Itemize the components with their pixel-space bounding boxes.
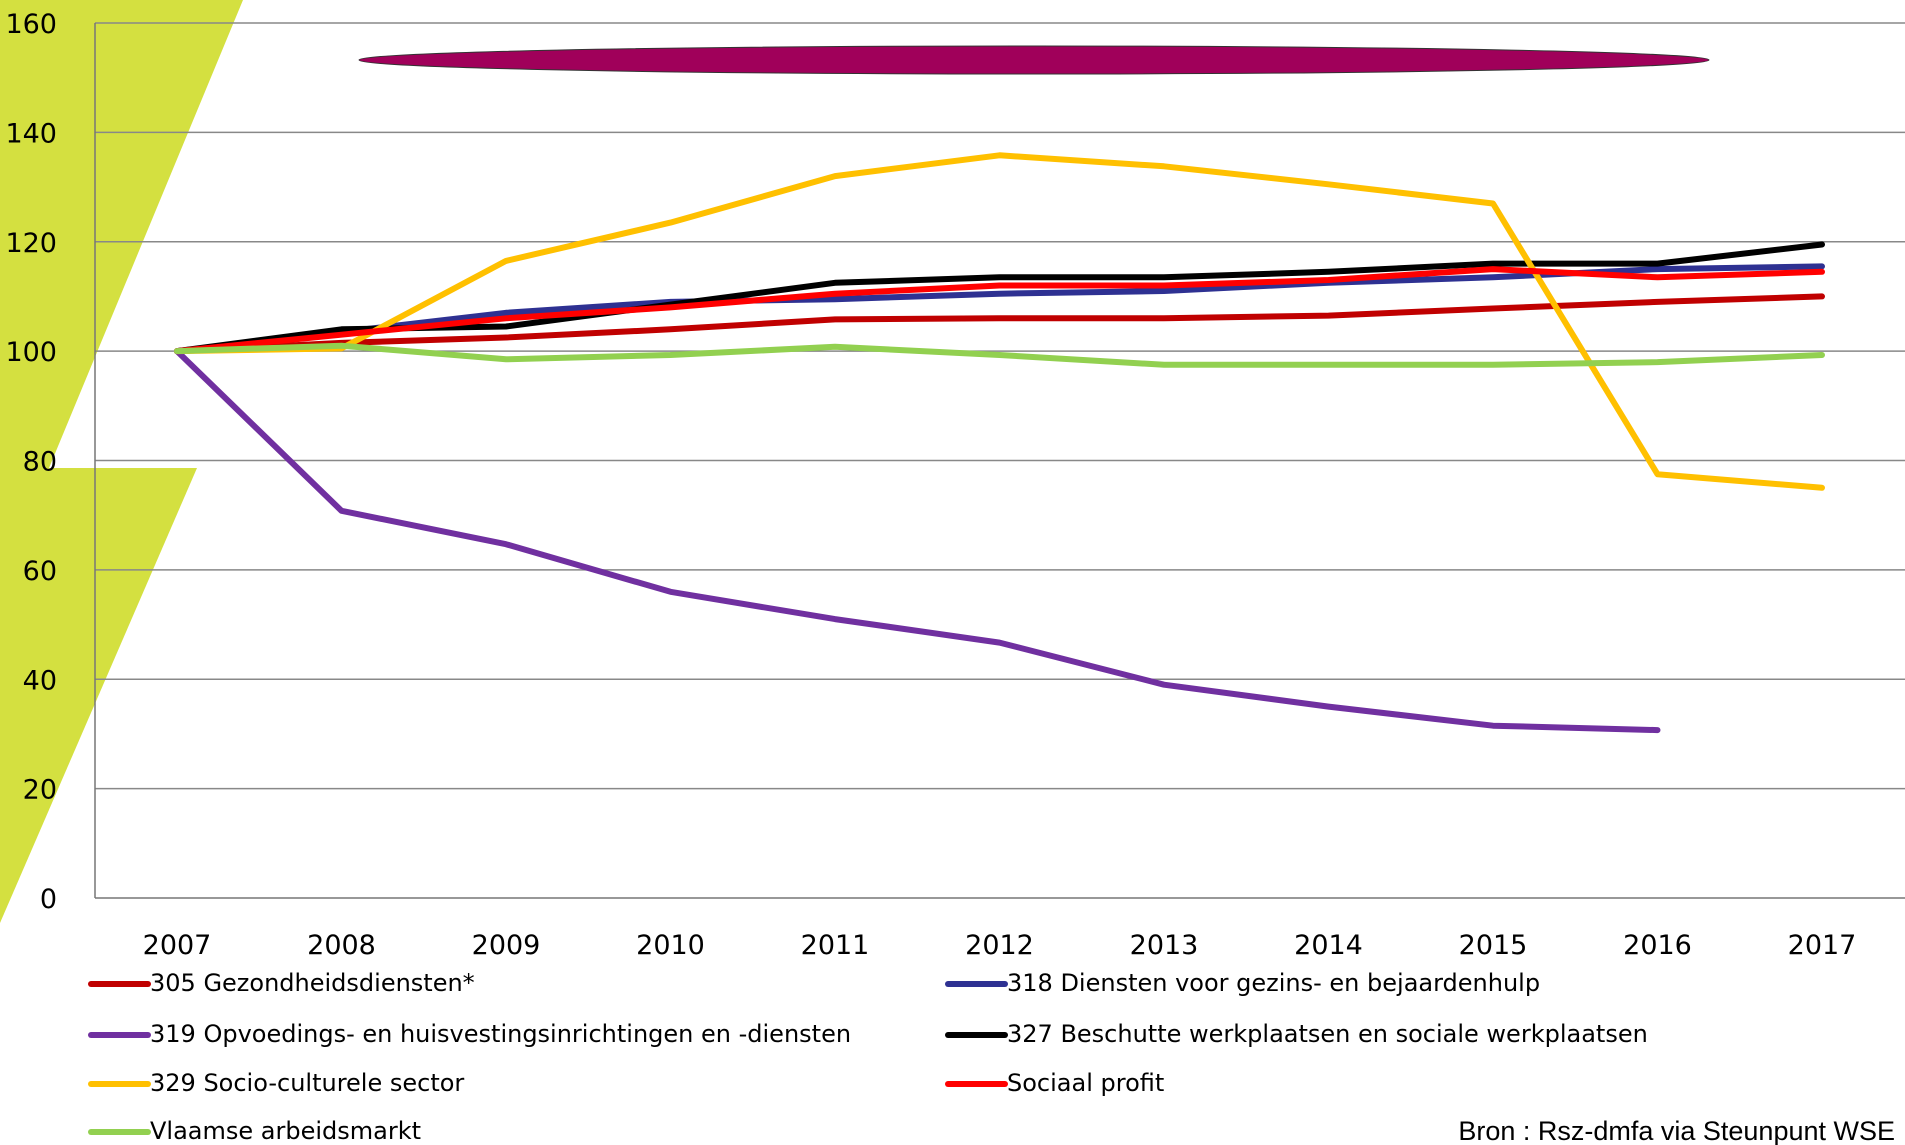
legend-label: Vlaamse arbeidsmarkt — [150, 1117, 421, 1145]
y-tick-label: 80 — [23, 447, 57, 478]
y-tick-label: 40 — [23, 665, 57, 696]
series-line — [177, 346, 1822, 365]
chart: 0 20 40 60 80 100 120 140 160 2007 2008 2009 2010 201… — [0, 0, 1905, 1145]
y-tick-label: 160 — [5, 9, 57, 40]
x-tick-label: 2007 — [143, 930, 212, 961]
legend-label: 327 Beschutte werkplaatsen en sociale we… — [1007, 1020, 1648, 1048]
y-tick-label: 0 — [40, 884, 57, 915]
x-tick-label: 2015 — [1459, 930, 1528, 961]
decoration — [359, 46, 1709, 74]
legend-label: Sociaal profit — [1007, 1069, 1164, 1097]
legend-label: 318 Diensten voor gezins- en bejaardenhu… — [1007, 969, 1540, 997]
x-tick-label: 2012 — [965, 930, 1034, 961]
x-tick-label: 2014 — [1294, 930, 1363, 961]
legend-label: 329 Socio-culturele sector — [150, 1069, 464, 1097]
y-tick-label: 120 — [5, 228, 57, 259]
source: Bron : Rsz-dmfa via Steunpunt WSE — [1458, 1116, 1895, 1145]
page: {"chart_data": {"type": "line", "x": ["2… — [0, 0, 1905, 1145]
x-tick-label: 2017 — [1788, 930, 1857, 961]
x-tick-label: 2016 — [1623, 930, 1692, 961]
series-line — [177, 351, 1658, 730]
y-tick-label: 60 — [23, 556, 57, 587]
x-tick-label: 2013 — [1130, 930, 1199, 961]
x-tick-label: 2010 — [636, 930, 705, 961]
y-tick-label: 140 — [5, 118, 57, 149]
x-tick-label: 2011 — [801, 930, 870, 961]
legend-label: 305 Gezondheidsdiensten* — [150, 969, 475, 997]
legend-label: 319 Opvoedings- en huisvestingsinrichtin… — [150, 1020, 851, 1048]
x-tick-label: 2008 — [307, 930, 376, 961]
y-tick-label: 100 — [5, 337, 57, 368]
y-tick-label: 20 — [23, 775, 57, 806]
x-tick-label: 2009 — [472, 930, 541, 961]
